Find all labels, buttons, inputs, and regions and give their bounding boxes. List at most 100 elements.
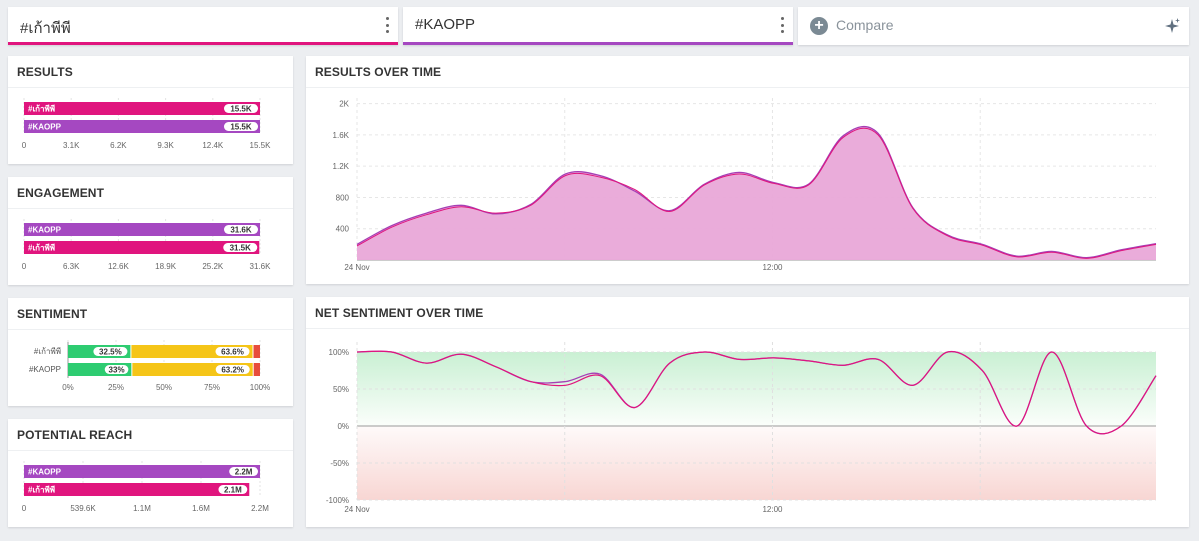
y-tick-label: -100% bbox=[326, 496, 349, 505]
sentiment-card: SENTIMENT 0% 25% 50% 75% 100% #เก้าพีพี 32.5% 6… bbox=[8, 298, 293, 406]
tick-label: 50% bbox=[156, 383, 172, 392]
series-line-kaopp bbox=[356, 125, 1157, 259]
x-tick-label: 12:00 bbox=[762, 505, 783, 514]
tick-label: 25% bbox=[108, 383, 124, 392]
tick-label: 0 bbox=[22, 504, 27, 513]
tick-label: 0 bbox=[22, 262, 27, 271]
divider bbox=[8, 329, 293, 330]
tick-label: 12.4K bbox=[202, 141, 224, 150]
tick-label: 6.3K bbox=[63, 262, 80, 271]
bar-label: #เก้าพีพี bbox=[28, 243, 55, 253]
x-tick-label: 24 Nov bbox=[344, 505, 369, 514]
divider bbox=[8, 87, 293, 88]
x-tick-label: 24 Nov bbox=[344, 263, 369, 272]
tick-label: 0 bbox=[22, 141, 27, 150]
value-pill bbox=[104, 365, 129, 374]
tick-label: 100% bbox=[250, 383, 270, 392]
value-label: 31.6K bbox=[230, 226, 252, 235]
bar-label: #KAOPP bbox=[28, 123, 62, 132]
bar-label: #KAOPP bbox=[28, 468, 62, 477]
compare-tab[interactable]: + Compare bbox=[798, 7, 1189, 45]
compare-label: Compare bbox=[836, 17, 894, 33]
tab-label: #KAOPP bbox=[415, 16, 476, 33]
row-label: #เก้าพีพี bbox=[34, 347, 61, 356]
tick-label: 1.1M bbox=[133, 504, 151, 513]
neutral-label: 63.6% bbox=[221, 348, 244, 357]
row-label: #KAOPP bbox=[29, 365, 61, 374]
y-tick-label: 100% bbox=[329, 348, 349, 357]
tick-label: 31.6K bbox=[250, 262, 272, 271]
tick-label: 12.6K bbox=[108, 262, 130, 271]
potential-reach-card: POTENTIAL REACH 0 539.6K 1.1M 1.6M 2.2M #KAOP… bbox=[8, 419, 293, 527]
results-bar-chart: 0 3.1K 6.2K 9.3K 12.4K 15.5K #เก้าพีพี 15.5K #KA… bbox=[22, 98, 271, 150]
value-pill bbox=[229, 467, 258, 476]
engagement-card: ENGAGEMENT 0 6.3K 12.6K 18.9K 25.2K 31.6K #KAO… bbox=[8, 177, 293, 285]
divider bbox=[8, 208, 293, 209]
value-pill bbox=[223, 243, 258, 252]
net-sentiment-card: NET SENTIMENT OVER TIME 100% 50% 0% -50% -10… bbox=[306, 297, 1189, 527]
y-tick-label: 1.2K bbox=[333, 162, 350, 171]
value-pill bbox=[93, 347, 128, 356]
divider bbox=[306, 87, 1189, 88]
bar bbox=[24, 223, 260, 236]
value-pill bbox=[218, 485, 248, 494]
more-options-icon[interactable] bbox=[779, 16, 785, 34]
card-title: ENGAGEMENT bbox=[17, 186, 105, 200]
sparkle-icon[interactable] bbox=[1163, 17, 1181, 35]
y-tick-label: 0% bbox=[337, 422, 349, 431]
reach-bar-chart: 0 539.6K 1.1M 1.6M 2.2M #KAOPP 2.2M #เก้าพีพี 2.… bbox=[22, 461, 269, 513]
tab-label: #เก้าพีพี bbox=[20, 20, 71, 37]
value-pill bbox=[215, 365, 250, 374]
y-tick-label: 400 bbox=[336, 225, 350, 234]
bar-label: #เก้าพีพี bbox=[28, 104, 55, 114]
tick-label: 2.2M bbox=[251, 504, 269, 513]
value-label: 2.2M bbox=[235, 468, 253, 477]
bar bbox=[24, 241, 260, 254]
y-tick-label: 1.6K bbox=[333, 131, 350, 140]
tick-label: 9.3K bbox=[157, 141, 174, 150]
engagement-bar-chart: 0 6.3K 12.6K 18.9K 25.2K 31.6K #KAOPP 31.6K #เก้… bbox=[22, 219, 272, 271]
tab-kaopp-thai[interactable]: #เก้าพีพี bbox=[8, 7, 398, 45]
negative-segment bbox=[253, 345, 260, 358]
card-title: RESULTS bbox=[17, 65, 73, 79]
card-title: RESULTS OVER TIME bbox=[315, 65, 442, 79]
tick-label: 0% bbox=[62, 383, 74, 392]
y-tick-label: 2K bbox=[339, 100, 349, 109]
tab-underline bbox=[8, 42, 398, 45]
value-pill bbox=[215, 347, 250, 356]
more-options-icon[interactable] bbox=[384, 16, 390, 34]
value-label: 15.5K bbox=[230, 105, 252, 114]
series-line-kaopp-thai bbox=[356, 350, 1157, 435]
tick-label: 6.2K bbox=[110, 141, 127, 150]
add-circle-icon[interactable]: + bbox=[810, 17, 828, 35]
y-tick-label: 800 bbox=[336, 193, 350, 202]
value-pill bbox=[224, 104, 258, 113]
results-card: RESULTS 0 3.1K 6.2K 9.3K 12.4K 15.5K #เก้าพีพี… bbox=[8, 56, 293, 164]
positive-label: 33% bbox=[109, 366, 125, 375]
value-pill bbox=[224, 122, 258, 131]
series-line-kaopp-thai bbox=[356, 127, 1157, 259]
bar bbox=[24, 483, 250, 496]
bar-label: #เก้าพีพี bbox=[28, 485, 55, 495]
tick-label: 3.1K bbox=[63, 141, 80, 150]
y-tick-label: -50% bbox=[330, 459, 349, 468]
tab-kaopp[interactable]: #KAOPP bbox=[403, 7, 793, 45]
series-area-kaopp-thai bbox=[357, 128, 1156, 260]
value-pill bbox=[224, 225, 258, 234]
value-label: 31.5K bbox=[230, 244, 252, 253]
negative-segment bbox=[253, 363, 260, 376]
results-over-time-card: RESULTS OVER TIME 400 800 1.2K 1.6K 2K 24 Nov… bbox=[306, 56, 1189, 284]
results-over-time-chart: 400 800 1.2K 1.6K 2K 24 Nov 12:00 bbox=[333, 98, 1157, 272]
tab-underline bbox=[403, 42, 793, 45]
divider bbox=[8, 450, 293, 451]
tick-label: 1.6M bbox=[192, 504, 210, 513]
tick-label: 75% bbox=[204, 383, 220, 392]
divider bbox=[306, 328, 1189, 329]
neutral-label: 63.2% bbox=[221, 366, 244, 375]
sentiment-stacked-chart: 0% 25% 50% 75% 100% #เก้าพีพี 32.5% 63.6% #KAOPP… bbox=[29, 340, 270, 392]
bar bbox=[24, 102, 260, 115]
card-title: NET SENTIMENT OVER TIME bbox=[315, 306, 484, 320]
tick-label: 539.6K bbox=[70, 504, 96, 513]
bar bbox=[24, 465, 260, 478]
tick-label: 18.9K bbox=[155, 262, 177, 271]
